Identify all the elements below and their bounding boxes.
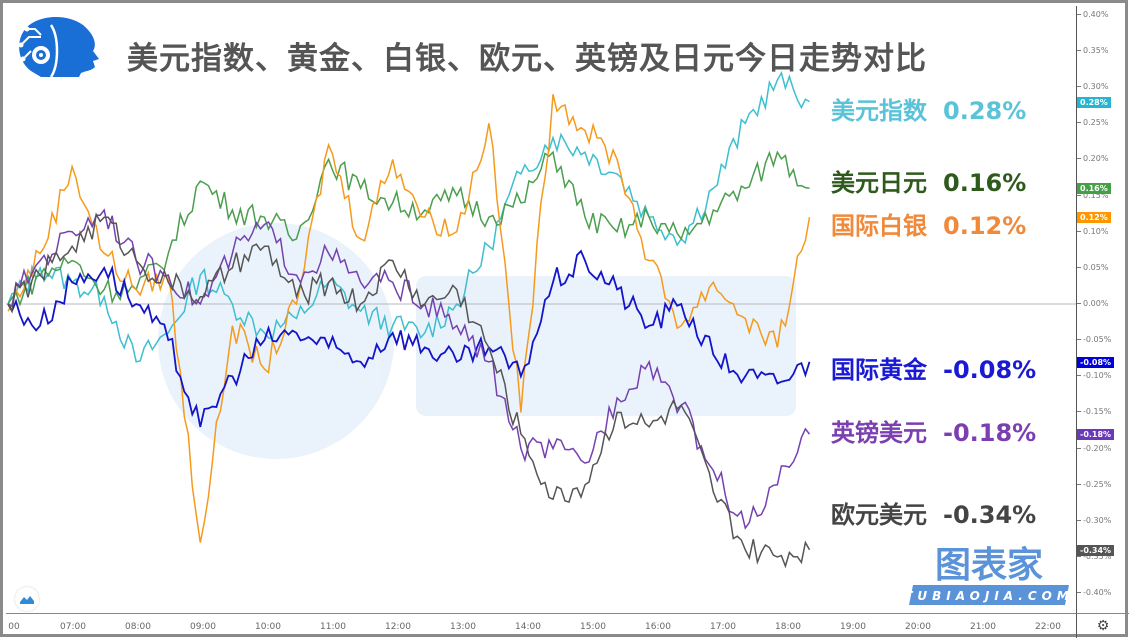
y-tick-label: -0.15% — [1077, 407, 1111, 417]
legend-usdjpy: 美元日元 0.16% — [831, 163, 1026, 198]
y-tick-label: 0.05% — [1077, 263, 1108, 273]
tubiaojia-logo: 图表家 TUBIAOJIA.COM — [904, 545, 1069, 605]
series-line-eurusd[interactable] — [7, 212, 811, 569]
x-tick-label: 11:00 — [320, 622, 346, 632]
legend-gold: 国际黄金 -0.08% — [831, 350, 1036, 385]
x-tick-label: 14:00 — [515, 622, 541, 632]
chart-title: 美元指数、黄金、白银、欧元、英镑及日元今日走势对比 — [127, 41, 927, 77]
x-tick-label: 00 — [8, 622, 20, 632]
series-line-usdjpy[interactable] — [7, 150, 810, 307]
legend-value: 0.28% — [943, 97, 1027, 125]
y-tick-label: -0.35% — [1077, 552, 1111, 562]
legend-value: -0.34% — [943, 501, 1037, 529]
x-tick-label: 22:00 — [1035, 622, 1061, 632]
legend-label: 美元指数 — [831, 97, 927, 125]
plot-area — [6, 6, 1076, 613]
y-tick-label: -0.40% — [1077, 588, 1111, 598]
x-tick-label: 18:00 — [775, 622, 801, 632]
x-tick-label: 19:00 — [840, 622, 866, 632]
x-tick-label: 08:00 — [125, 622, 151, 632]
head-logo — [11, 15, 103, 78]
y-tick-label: 0.40% — [1077, 10, 1108, 20]
x-tick-label: 20:00 — [905, 622, 931, 632]
legend-label: 欧元美元 — [831, 501, 927, 529]
last-value-badge: -0.34% — [1077, 544, 1115, 556]
y-tick-label: -0.20% — [1077, 444, 1111, 454]
cloud-chart-icon — [20, 596, 34, 604]
x-axis[interactable]: 00 07:00 08:00 09:00 10:00 11:00 12:00 13:00 14:… — [6, 613, 1076, 638]
y-tick-label: 0.20% — [1077, 154, 1108, 164]
gear-icon: ⚙ — [1096, 618, 1110, 634]
y-tick-label: 0.25% — [1077, 118, 1108, 128]
line-chart — [6, 70, 1076, 569]
legend-value: -0.08% — [943, 356, 1037, 384]
watermark-en: TUBIAOJIA.COM — [909, 589, 1069, 603]
y-tick-label: 0.15% — [1077, 191, 1108, 201]
x-tick-label: 10:00 — [255, 622, 281, 632]
legend-usd-index: 美元指数 0.28% — [831, 91, 1026, 126]
y-tick-label: -0.25% — [1077, 480, 1111, 490]
legend-value: 0.16% — [943, 169, 1027, 197]
x-tick-label: 17:00 — [710, 622, 736, 632]
settings-button[interactable]: ⚙ — [1076, 613, 1129, 638]
tubiaojia-watermark: 图表家 TUBIAOJIA.COM — [904, 541, 1069, 609]
last-value-badge: 0.28% — [1077, 96, 1111, 108]
series-line-silver[interactable] — [7, 94, 811, 543]
x-tick-label: 15:00 — [580, 622, 606, 632]
last-value-badge: 0.16% — [1077, 183, 1111, 195]
last-value-badge: 0.12% — [1077, 212, 1111, 224]
watermark-cn: 图表家 — [935, 545, 1043, 586]
series-line-usd-index[interactable] — [7, 70, 810, 363]
legend-value: 0.12% — [943, 212, 1027, 240]
y-tick-label: 0.10% — [1077, 227, 1108, 237]
last-value-badge: -0.08% — [1077, 356, 1115, 368]
legend-value: -0.18% — [943, 419, 1037, 447]
ai-head-icon — [18, 16, 99, 78]
last-value-badge: -0.18% — [1077, 429, 1115, 441]
x-tick-label: 16:00 — [645, 622, 671, 632]
y-tick-label: -0.05% — [1077, 335, 1111, 345]
legend-label: 国际白银 — [831, 212, 927, 240]
x-tick-label: 12:00 — [385, 622, 411, 632]
y-tick-label: -0.10% — [1077, 371, 1111, 381]
legend-gbpusd: 英镑美元 -0.18% — [831, 413, 1036, 448]
x-tick-label: 09:00 — [190, 622, 216, 632]
y-tick-label: -0.30% — [1077, 516, 1111, 526]
tradingview-logo-button[interactable] — [15, 587, 39, 611]
y-tick-label: 0.30% — [1077, 82, 1108, 92]
x-tick-label: 07:00 — [60, 622, 86, 632]
series-line-gold[interactable] — [7, 249, 811, 428]
y-tick-label: 0.35% — [1077, 46, 1108, 56]
legend-label: 美元日元 — [831, 169, 927, 197]
legend-label: 英镑美元 — [831, 419, 927, 447]
y-axis[interactable]: 0.40% 0.35% 0.30% 0.25% 0.20% 0.15% 0.10% 0.05%… — [1076, 6, 1129, 613]
legend-eurusd: 欧元美元 -0.34% — [831, 495, 1036, 530]
x-tick-label: 13:00 — [450, 622, 476, 632]
y-tick-label: 0.00% — [1077, 299, 1108, 309]
legend-label: 国际黄金 — [831, 356, 927, 384]
x-tick-label: 21:00 — [970, 622, 996, 632]
legend-silver: 国际白银 0.12% — [831, 206, 1026, 241]
